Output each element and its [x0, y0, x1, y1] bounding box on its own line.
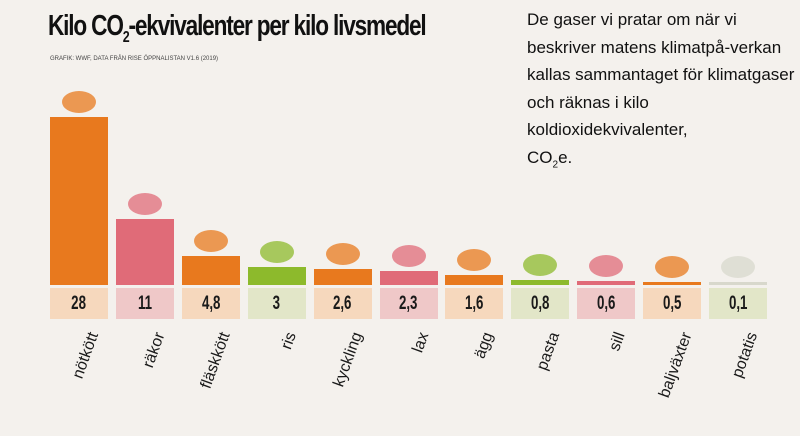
bar-fläskkött	[181, 256, 240, 285]
category-label: ägg	[471, 330, 498, 361]
value-label: 4,8	[181, 288, 240, 319]
fish-icon	[589, 255, 624, 278]
value-label: 2,3	[379, 288, 438, 319]
value-label: 11	[115, 288, 174, 319]
value-label: 0,6	[577, 288, 636, 319]
chart-source: GRAFIK: WWF, DATA FRÅN RISE ÖPPNALISTAN …	[50, 56, 219, 62]
rice-icon	[259, 241, 294, 263]
bar-baljväxter	[643, 282, 702, 285]
beans-icon	[655, 256, 690, 278]
description-text: De gaser vi pratar om när vi beskriver m…	[527, 10, 795, 170]
value-label: 28	[50, 288, 108, 319]
value-label: 2,6	[313, 288, 372, 319]
category-label: baljväxter	[656, 330, 696, 401]
category-label: potatis	[729, 330, 762, 381]
pasta-icon	[523, 254, 558, 277]
category-label: nötkött	[69, 330, 103, 381]
bar-ris	[247, 267, 306, 285]
category-label: ris	[277, 330, 300, 352]
bar-räkor	[115, 219, 174, 285]
bar-ägg	[445, 275, 504, 285]
category-label: lax	[408, 330, 432, 356]
value-label: 1,6	[445, 288, 504, 319]
potato-icon	[721, 256, 755, 278]
bar-sill	[577, 281, 636, 285]
steak-icon	[62, 91, 96, 113]
sausage-icon	[193, 230, 228, 253]
category-label: pasta	[534, 330, 564, 373]
value-label: 0,8	[511, 288, 570, 319]
chart-title: Kilo CO2-ekvivalenter per kilo livsmedel	[48, 10, 427, 46]
value-label: 3	[247, 288, 306, 319]
chicken-leg-icon	[325, 243, 360, 266]
bar-potatis	[709, 282, 767, 285]
category-label: räkor	[139, 330, 169, 371]
category-label: fläskkött	[197, 330, 234, 391]
egg-icon	[457, 249, 492, 272]
category-label: kyckling	[330, 330, 366, 390]
value-label: 0,1	[709, 288, 767, 319]
bar-pasta	[511, 280, 570, 285]
bar-nötkött	[50, 117, 108, 285]
category-label: sill	[606, 330, 629, 354]
value-label: 0,5	[643, 288, 702, 319]
bar-kyckling	[313, 269, 372, 285]
bar-lax	[379, 271, 438, 285]
shrimp-icon	[127, 193, 162, 215]
salmon-icon	[391, 245, 426, 268]
